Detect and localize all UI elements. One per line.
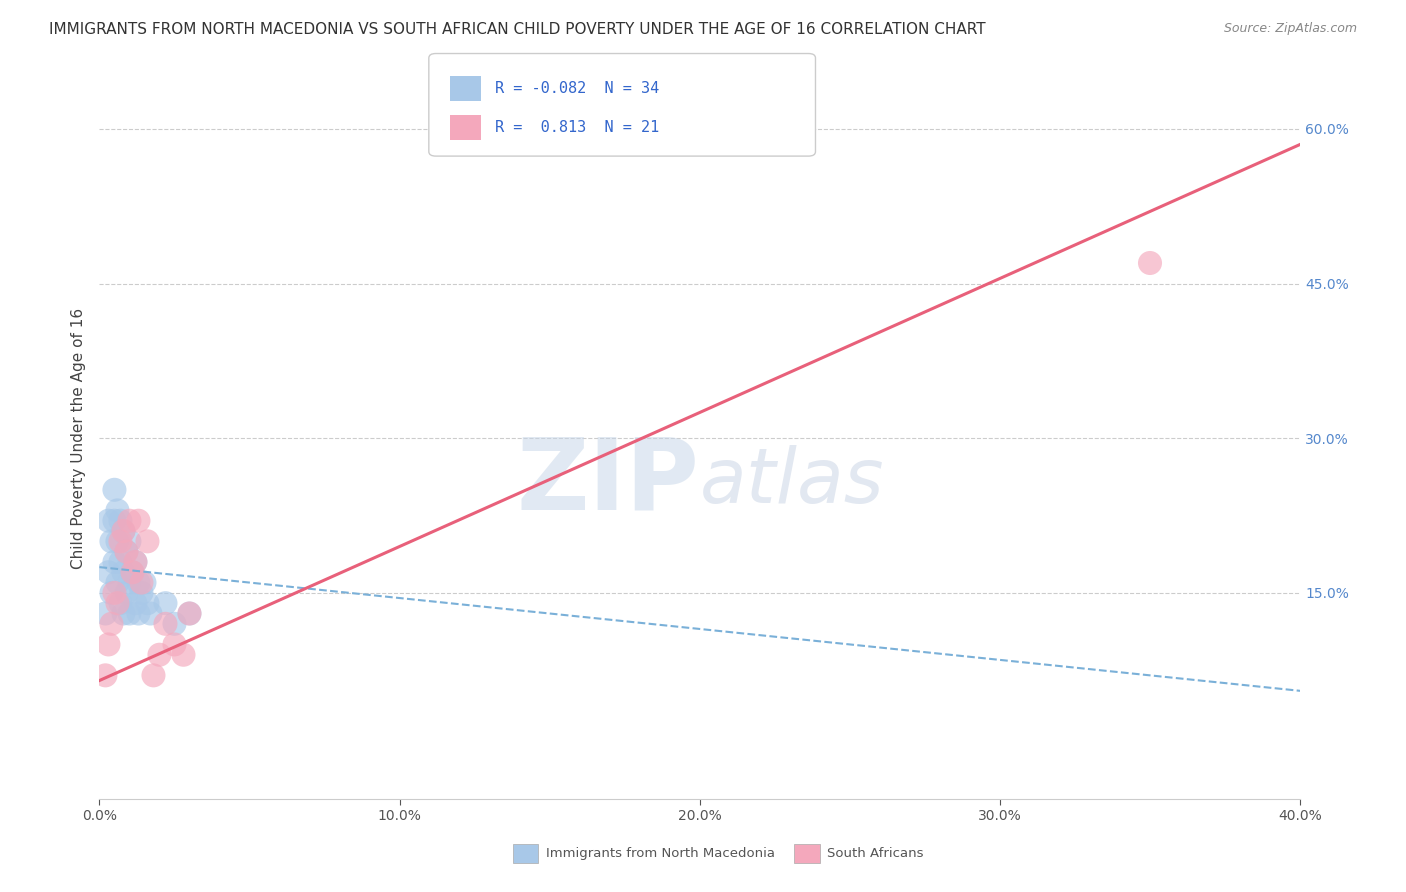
Point — [100, 616, 122, 631]
Point — [118, 607, 141, 621]
Point — [97, 637, 120, 651]
Point — [142, 668, 165, 682]
Point — [155, 616, 177, 631]
Point — [148, 648, 170, 662]
Point — [121, 566, 143, 580]
Text: Source: ZipAtlas.com: Source: ZipAtlas.com — [1223, 22, 1357, 36]
Point — [94, 607, 117, 621]
Point — [124, 555, 146, 569]
Point — [112, 524, 135, 538]
Point — [179, 607, 201, 621]
Point — [136, 534, 159, 549]
Y-axis label: Child Poverty Under the Age of 16: Child Poverty Under the Age of 16 — [72, 308, 86, 569]
Point — [103, 555, 125, 569]
Point — [124, 555, 146, 569]
Point — [107, 596, 129, 610]
Point — [110, 555, 132, 569]
Point — [115, 544, 138, 558]
Point — [1139, 256, 1161, 270]
Point — [118, 534, 141, 549]
Text: R =  0.813  N = 21: R = 0.813 N = 21 — [495, 120, 659, 135]
Point — [139, 607, 162, 621]
Point — [163, 637, 186, 651]
Point — [115, 586, 138, 600]
Point — [94, 668, 117, 682]
Point — [172, 648, 194, 662]
Point — [124, 596, 146, 610]
Point — [121, 566, 143, 580]
Point — [97, 514, 120, 528]
Point — [100, 586, 122, 600]
Point — [112, 607, 135, 621]
Text: atlas: atlas — [700, 444, 884, 518]
Point — [118, 575, 141, 590]
Point — [110, 534, 132, 549]
Text: Immigrants from North Macedonia: Immigrants from North Macedonia — [546, 847, 775, 860]
Point — [115, 544, 138, 558]
Point — [112, 566, 135, 580]
Point — [163, 616, 186, 631]
Point — [112, 524, 135, 538]
Point — [127, 514, 149, 528]
Point — [107, 503, 129, 517]
Point — [136, 596, 159, 610]
Point — [110, 596, 132, 610]
Point — [179, 607, 201, 621]
Point — [107, 575, 129, 590]
Point — [134, 575, 156, 590]
Point — [107, 534, 129, 549]
Point — [110, 514, 132, 528]
Point — [103, 514, 125, 528]
Text: South Africans: South Africans — [827, 847, 924, 860]
Point — [127, 575, 149, 590]
Text: IMMIGRANTS FROM NORTH MACEDONIA VS SOUTH AFRICAN CHILD POVERTY UNDER THE AGE OF : IMMIGRANTS FROM NORTH MACEDONIA VS SOUTH… — [49, 22, 986, 37]
Text: ZIP: ZIP — [517, 433, 700, 530]
Point — [127, 607, 149, 621]
Point — [131, 586, 153, 600]
Text: R = -0.082  N = 34: R = -0.082 N = 34 — [495, 81, 659, 95]
Point — [100, 534, 122, 549]
Point — [97, 566, 120, 580]
Point — [103, 483, 125, 497]
Point — [118, 514, 141, 528]
Point — [131, 575, 153, 590]
Point — [155, 596, 177, 610]
Point — [103, 586, 125, 600]
